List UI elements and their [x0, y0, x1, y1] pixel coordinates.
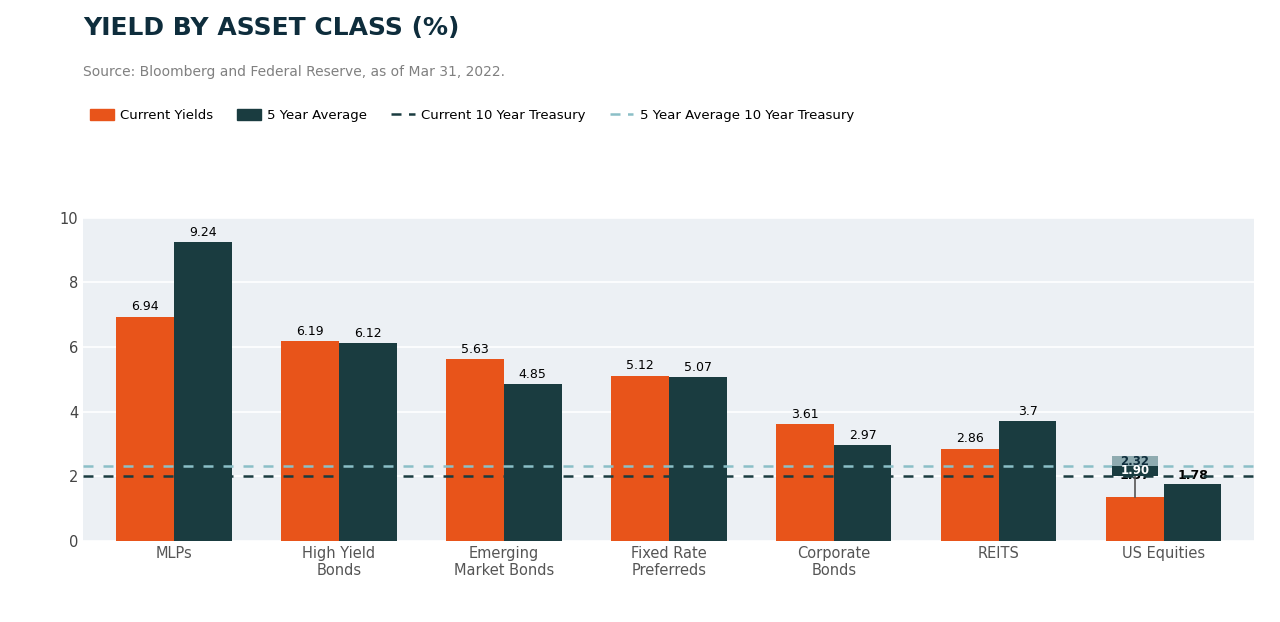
Bar — [174, 243, 232, 541]
Text: 5.63: 5.63 — [461, 343, 489, 356]
FancyBboxPatch shape — [1112, 457, 1158, 466]
Text: 2.32: 2.32 — [1120, 455, 1149, 468]
Bar — [1164, 483, 1221, 541]
Bar — [669, 377, 727, 541]
Text: 1.90: 1.90 — [1120, 465, 1149, 478]
FancyBboxPatch shape — [1112, 466, 1158, 476]
Text: 4.85: 4.85 — [518, 368, 547, 381]
Bar — [282, 341, 339, 541]
Text: 5.12: 5.12 — [626, 360, 654, 373]
Bar — [998, 422, 1056, 541]
Text: 1.37: 1.37 — [1120, 470, 1151, 482]
Text: 9.24: 9.24 — [189, 226, 216, 239]
Text: 1.78: 1.78 — [1178, 470, 1208, 482]
Bar — [339, 343, 397, 541]
Text: 5.07: 5.07 — [684, 361, 712, 374]
Bar — [447, 359, 504, 541]
Text: 6.19: 6.19 — [296, 325, 324, 338]
Bar — [1106, 497, 1164, 541]
Text: 2.86: 2.86 — [956, 432, 984, 445]
Text: 6.12: 6.12 — [355, 327, 381, 340]
Text: YIELD BY ASSET CLASS (%): YIELD BY ASSET CLASS (%) — [83, 16, 460, 40]
Bar — [776, 424, 833, 541]
Bar — [504, 384, 562, 541]
Text: 3.7: 3.7 — [1018, 405, 1038, 418]
Bar — [941, 448, 998, 541]
Text: 6.94: 6.94 — [132, 300, 159, 313]
Text: 3.61: 3.61 — [791, 408, 819, 421]
Text: 2.97: 2.97 — [849, 429, 877, 442]
Text: Source: Bloomberg and Federal Reserve, as of Mar 31, 2022.: Source: Bloomberg and Federal Reserve, a… — [83, 65, 506, 80]
Bar — [833, 445, 891, 541]
Legend: Current Yields, 5 Year Average, Current 10 Year Treasury, 5 Year Average 10 Year: Current Yields, 5 Year Average, Current … — [90, 109, 854, 123]
Bar — [116, 317, 174, 541]
Bar — [611, 376, 669, 541]
